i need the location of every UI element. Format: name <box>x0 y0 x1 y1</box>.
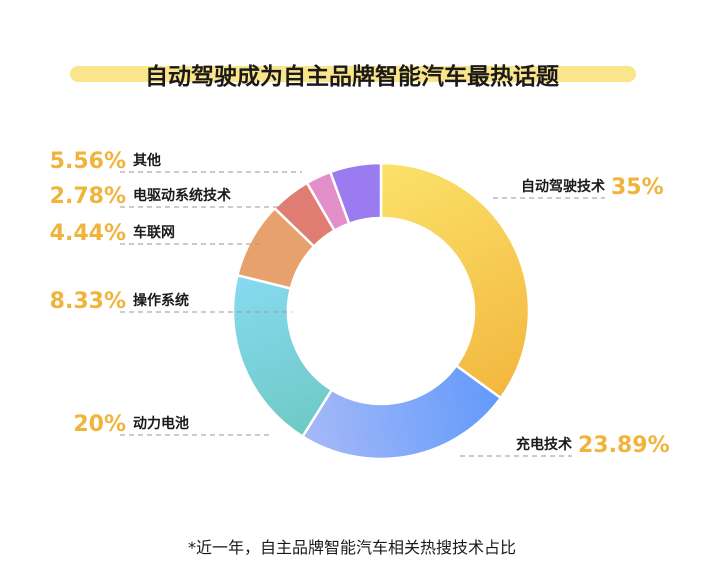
title-highlight <box>70 66 636 82</box>
slice-1-percent-label: 23.89% <box>578 433 670 458</box>
slice-2-category-label: 动力电池 <box>133 415 189 432</box>
slice-2 <box>231 273 334 439</box>
slice-labels: 自动驾驶技术 35% 充电技术 23.89% 动力电池 20% 操作系统 8.33% 车联网 4.… <box>50 149 670 458</box>
slice-4-percent-label: 4.44% <box>50 221 126 246</box>
slice-3-percent-label: 8.33% <box>50 289 126 314</box>
slice-0-category-label: 自动驾驶技术 <box>521 178 605 195</box>
donut-slices <box>231 161 531 461</box>
footnote: *近一年，自主品牌智能汽车相关热搜技术占比 <box>188 538 516 557</box>
slice-3-category-label: 操作系统 <box>133 292 189 309</box>
slice-4-category-label: 车联网 <box>133 224 175 241</box>
slice-2-percent-label: 20% <box>73 412 126 437</box>
slice-1-category-label: 充电技术 <box>516 436 572 453</box>
slice-5-category-label: 电驱动系统技术 <box>133 187 231 204</box>
slice-0 <box>379 161 531 400</box>
slice-1 <box>300 363 503 461</box>
slice-6-category-label: 其他 <box>133 152 161 169</box>
slice-0-percent-label: 35% <box>611 175 664 200</box>
slice-5-percent-label: 2.78% <box>50 184 126 209</box>
slice-6 <box>328 161 383 226</box>
slice-6-percent-label: 5.56% <box>50 149 126 174</box>
chart-title: 自动驾驶成为自主品牌智能汽车最热话题 <box>145 63 559 90</box>
